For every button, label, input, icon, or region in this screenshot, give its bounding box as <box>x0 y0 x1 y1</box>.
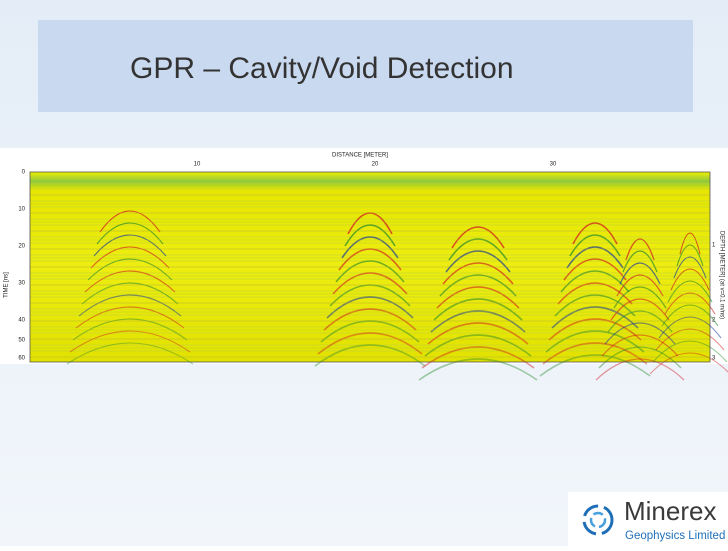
reflection <box>69 330 191 353</box>
reflection <box>418 358 538 381</box>
reflection <box>314 344 426 367</box>
reflection <box>673 256 707 279</box>
depth-tick-label: 1 <box>712 243 716 249</box>
radargram-texture <box>30 172 710 362</box>
reflection <box>619 262 661 285</box>
reflection <box>563 258 627 281</box>
reflection <box>338 248 402 271</box>
reflection <box>78 294 182 317</box>
reflection <box>320 320 420 343</box>
reflection <box>551 306 639 329</box>
reflection <box>66 342 194 365</box>
reflection <box>652 340 728 363</box>
reflection <box>326 296 414 319</box>
reflection <box>554 294 636 317</box>
y-tick-label: 10 <box>18 207 25 213</box>
reflection <box>90 246 170 269</box>
reflection <box>344 224 396 247</box>
reflection <box>595 358 685 381</box>
reflection <box>451 226 505 249</box>
x-tick-label: 10 <box>194 162 201 168</box>
reflection <box>99 210 161 233</box>
reflection <box>93 234 167 257</box>
reflection <box>542 342 648 365</box>
reflection <box>679 232 701 255</box>
x-axis-label: DISTANCE [METER] <box>332 153 388 159</box>
x-tick-label: 20 <box>372 162 379 168</box>
reflection <box>335 260 405 283</box>
reflection <box>667 280 713 303</box>
reflection <box>424 334 532 357</box>
depth-tick-label: 2 <box>712 318 716 324</box>
reflection <box>433 298 523 321</box>
reflection <box>661 304 719 327</box>
reflection <box>72 318 188 341</box>
x-tick-label: 30 <box>550 162 557 168</box>
y-tick-label: 20 <box>18 244 25 250</box>
reflection <box>655 328 725 351</box>
reflection <box>598 346 682 369</box>
reflection <box>607 310 673 333</box>
reflection <box>676 244 704 267</box>
y-tick-label: 40 <box>18 318 25 324</box>
reflection <box>96 222 164 245</box>
reflection <box>569 234 621 257</box>
reflection <box>604 322 676 345</box>
logo-swirl <box>589 511 607 529</box>
reflection <box>601 334 679 357</box>
reflection <box>75 306 185 329</box>
reflection <box>448 238 508 261</box>
reflection <box>347 212 393 235</box>
reflection <box>670 268 710 291</box>
reflection <box>323 308 417 331</box>
title: GPR – Cavity/Void Detection <box>130 52 514 85</box>
reflection <box>610 298 670 321</box>
y-tick-label: 30 <box>18 281 25 287</box>
reflection <box>84 270 176 293</box>
reflection <box>649 352 728 375</box>
reflection <box>616 274 664 297</box>
reflection <box>439 274 517 297</box>
reflection <box>613 286 667 309</box>
reflection <box>445 250 511 273</box>
reflection <box>436 286 520 309</box>
reflection <box>430 310 526 333</box>
y-tick-label: 50 <box>18 338 25 344</box>
reflection <box>548 318 642 341</box>
reflection <box>341 236 399 259</box>
reflection <box>545 330 645 353</box>
y-tick-label: 0 <box>22 170 26 176</box>
reflection <box>566 246 624 269</box>
title-box <box>38 20 693 112</box>
logo-subtitle: Geophysics Limited <box>625 530 725 542</box>
logo-swirl <box>582 504 614 536</box>
reflection <box>81 282 179 305</box>
left-axis-label: TIME [ns] <box>4 272 10 298</box>
reflection <box>622 250 658 273</box>
right-axis-label: DEPTH [METER] (at v=0.1 m/ns) <box>718 231 724 319</box>
reflection <box>329 284 411 307</box>
logo: Minerex Geophysics Limited <box>568 492 728 546</box>
reflection <box>87 258 173 281</box>
radargram: DISTANCE [METER] 10 20 30 TIME [ns] 0 10… <box>0 148 728 381</box>
depth-tick-label: 3 <box>712 356 716 362</box>
y-tick-label: 60 <box>18 356 25 362</box>
reflection <box>421 346 535 369</box>
reflection <box>427 322 529 345</box>
reflection <box>539 354 651 377</box>
radargram-frame <box>29 171 711 363</box>
reflection <box>557 282 633 305</box>
reflection <box>560 270 630 293</box>
reflection <box>625 238 655 261</box>
reflection <box>658 316 722 339</box>
logo-name: Minerex <box>624 496 716 526</box>
reflection <box>332 272 408 295</box>
reflection <box>317 332 423 355</box>
reflection <box>572 222 618 245</box>
logo-box <box>568 492 728 546</box>
reflection <box>442 262 514 285</box>
